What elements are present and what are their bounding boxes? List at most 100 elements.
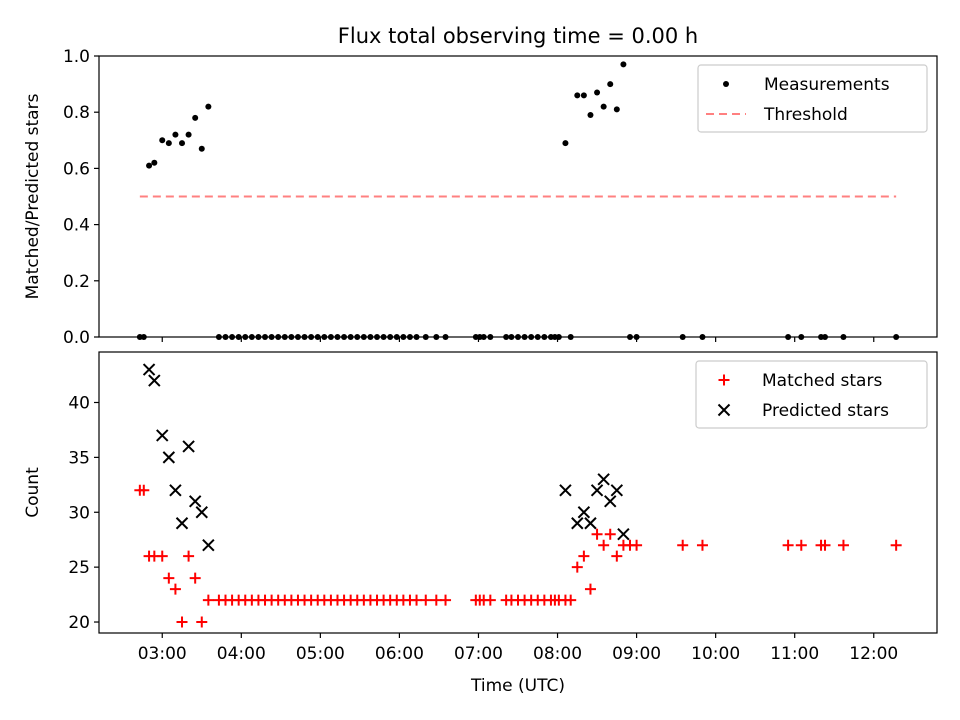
measurements-point bbox=[528, 334, 535, 340]
predicted-stars-point bbox=[169, 484, 182, 497]
matched-stars-point bbox=[598, 539, 610, 551]
predicted-stars-point bbox=[590, 484, 604, 497]
matched-stars-point bbox=[631, 539, 643, 551]
measurements-point bbox=[633, 334, 640, 340]
measurements-point bbox=[607, 81, 614, 88]
measurements-point bbox=[600, 103, 607, 110]
measurements-point bbox=[562, 140, 569, 147]
measurements-point bbox=[679, 334, 686, 340]
matched-stars-point bbox=[189, 572, 201, 584]
matched-stars-point bbox=[591, 528, 603, 540]
legend: Matched stars Predicted stars bbox=[695, 360, 928, 429]
measurements-point bbox=[508, 334, 515, 340]
y-tick-label: 0.6 bbox=[63, 159, 90, 179]
matched-stars-point bbox=[156, 550, 168, 562]
y-tick-label: 0.0 bbox=[63, 328, 90, 348]
legend-label: Measurements bbox=[764, 75, 890, 95]
legend: Measurements Threshold bbox=[697, 64, 928, 133]
x-tick-label: 04:00 bbox=[217, 644, 266, 664]
measurements-point bbox=[235, 334, 242, 340]
measurements-point bbox=[327, 334, 334, 340]
matched-stars-point bbox=[430, 594, 442, 606]
measurements-point bbox=[626, 334, 633, 340]
measurements-point bbox=[192, 114, 199, 121]
measurements-point bbox=[185, 131, 192, 138]
measurements-point bbox=[380, 334, 387, 340]
series-matched-stars bbox=[134, 484, 902, 628]
measurements-point bbox=[620, 61, 627, 68]
measurements-point bbox=[159, 137, 166, 144]
matched-stars-point bbox=[782, 539, 794, 551]
predicted-stars-point bbox=[202, 538, 215, 552]
measurements-point bbox=[288, 334, 295, 340]
measurements-point bbox=[442, 334, 449, 340]
measurements-point bbox=[314, 334, 321, 340]
legend-swatch bbox=[717, 403, 731, 417]
y-axis-label: Matched/Predicted stars bbox=[23, 93, 43, 299]
matched-stars-point bbox=[890, 539, 902, 551]
measurements-point bbox=[503, 334, 510, 340]
y-tick-label: 1.0 bbox=[63, 47, 90, 67]
measurements-point bbox=[480, 334, 487, 340]
measurements-point bbox=[387, 334, 394, 340]
legend-swatch bbox=[718, 374, 730, 386]
matched-stars-point bbox=[440, 594, 452, 606]
measurements-point bbox=[587, 112, 594, 119]
measurements-point bbox=[347, 334, 354, 340]
predicted-stars-point bbox=[584, 517, 597, 530]
legend-label: Predicted stars bbox=[762, 401, 889, 421]
measurements-point bbox=[487, 334, 494, 340]
measurements-point bbox=[580, 92, 587, 99]
matched-stars-point bbox=[565, 594, 577, 606]
matched-stars-point bbox=[202, 594, 214, 606]
flux-ratio-panel: 0.0 0.2 0.4 0.6 0.8 1.0 Matched/Predicted star… bbox=[23, 47, 938, 348]
x-tick-label: 12:00 bbox=[849, 644, 898, 664]
measurements-point bbox=[822, 334, 829, 340]
measurements-point bbox=[521, 334, 528, 340]
measurements-point bbox=[360, 334, 367, 340]
measurements-point bbox=[179, 140, 186, 147]
y-tick-label: 25 bbox=[68, 558, 90, 578]
measurements-point bbox=[555, 334, 562, 340]
predicted-stars-point bbox=[156, 429, 169, 442]
predicted-stars-point bbox=[577, 506, 591, 519]
legend-box bbox=[695, 360, 928, 429]
measurements-point bbox=[613, 106, 620, 113]
measurements-point bbox=[229, 334, 236, 340]
x-axis-label: Time (UTC) bbox=[470, 676, 565, 696]
measurements-point bbox=[594, 89, 601, 96]
matched-stars-point bbox=[696, 539, 708, 551]
measurements-point bbox=[308, 334, 315, 340]
measurements-point bbox=[354, 334, 361, 340]
measurements-point bbox=[268, 334, 275, 340]
measurements-point bbox=[334, 334, 341, 340]
measurements-point bbox=[406, 334, 413, 340]
series-measurements bbox=[136, 61, 900, 340]
measurements-point bbox=[574, 92, 581, 99]
measurements-point bbox=[146, 162, 153, 169]
measurements-point bbox=[433, 334, 440, 340]
measurements-point bbox=[534, 334, 541, 340]
y-tick-label: 35 bbox=[68, 448, 90, 468]
matched-stars-point bbox=[819, 539, 831, 551]
predicted-stars-point bbox=[182, 440, 195, 453]
matched-stars-point bbox=[163, 572, 175, 584]
x-tick-label: 10:00 bbox=[691, 644, 740, 664]
predicted-stars-point bbox=[162, 451, 176, 464]
measurements-point bbox=[785, 334, 792, 340]
legend-label: Threshold bbox=[763, 105, 848, 125]
measurements-point bbox=[301, 334, 308, 340]
predicted-stars-point bbox=[617, 528, 630, 541]
measurements-point bbox=[215, 334, 222, 340]
x-tick-label: 03:00 bbox=[138, 644, 187, 664]
matched-stars-point bbox=[677, 539, 689, 551]
measurements-point bbox=[281, 334, 288, 340]
measurements-point bbox=[341, 334, 348, 340]
matched-stars-point bbox=[420, 594, 432, 606]
predicted-stars-point bbox=[195, 506, 208, 519]
predicted-stars-point bbox=[188, 495, 202, 508]
measurements-point bbox=[222, 334, 229, 340]
matched-stars-point bbox=[138, 484, 150, 496]
x-tick-label: 08:00 bbox=[533, 644, 582, 664]
